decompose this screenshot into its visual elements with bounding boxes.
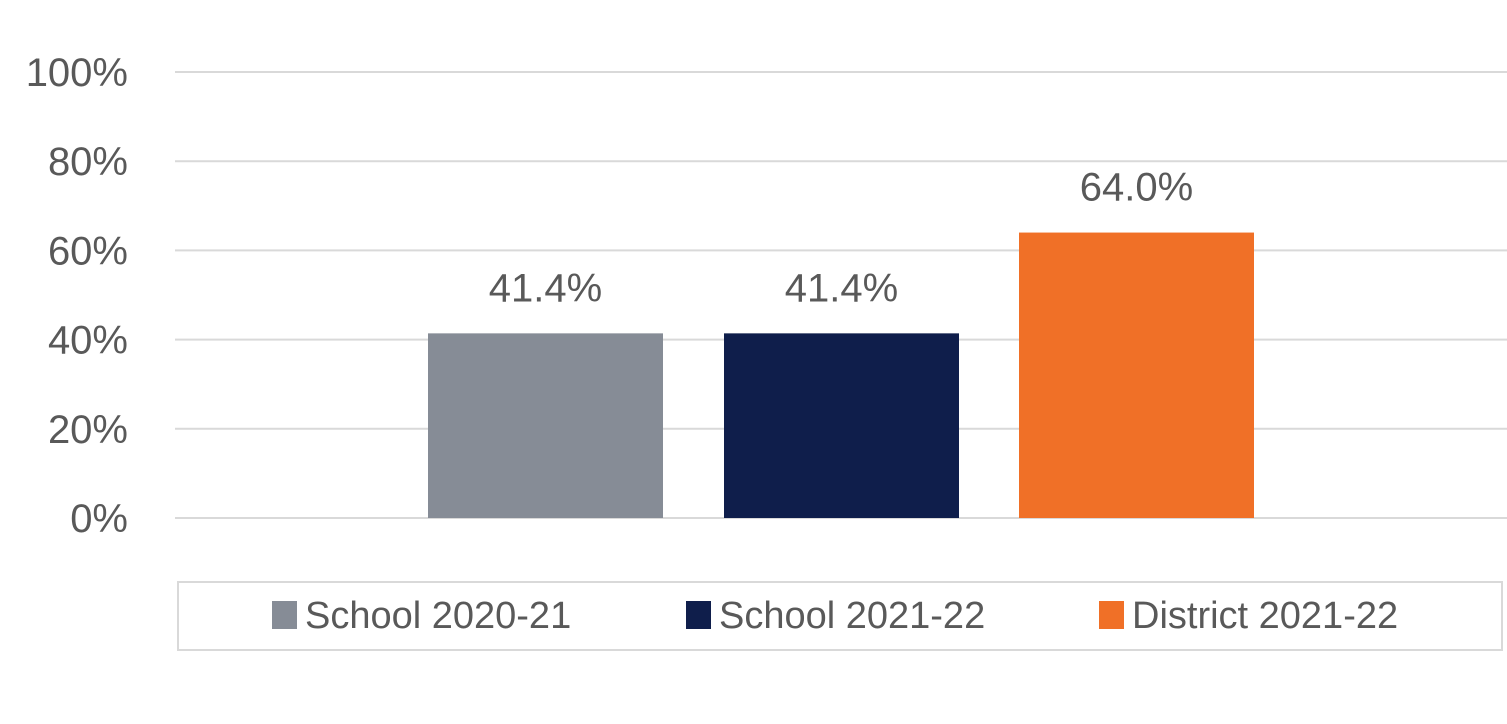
- y-tick-label: 80%: [48, 140, 128, 184]
- y-tick-label: 100%: [26, 51, 128, 95]
- legend-label: District 2021-22: [1132, 595, 1398, 637]
- legend-label: School 2020-21: [305, 595, 571, 637]
- y-tick-label: 40%: [48, 319, 128, 363]
- y-tick-label: 20%: [48, 408, 128, 452]
- y-tick-label: 0%: [70, 497, 128, 541]
- legend-swatch: [1099, 601, 1124, 629]
- bar: [724, 333, 959, 518]
- legend-box: [177, 581, 1503, 651]
- legend-swatch: [686, 601, 711, 629]
- data-label: 41.4%: [489, 266, 602, 310]
- legend-swatch: [272, 601, 297, 629]
- data-label: 41.4%: [785, 266, 898, 310]
- bar: [428, 333, 663, 518]
- bar: [1019, 232, 1254, 518]
- data-label: 64.0%: [1080, 166, 1193, 210]
- y-tick-label: 60%: [48, 229, 128, 273]
- legend-label: School 2021-22: [719, 595, 985, 637]
